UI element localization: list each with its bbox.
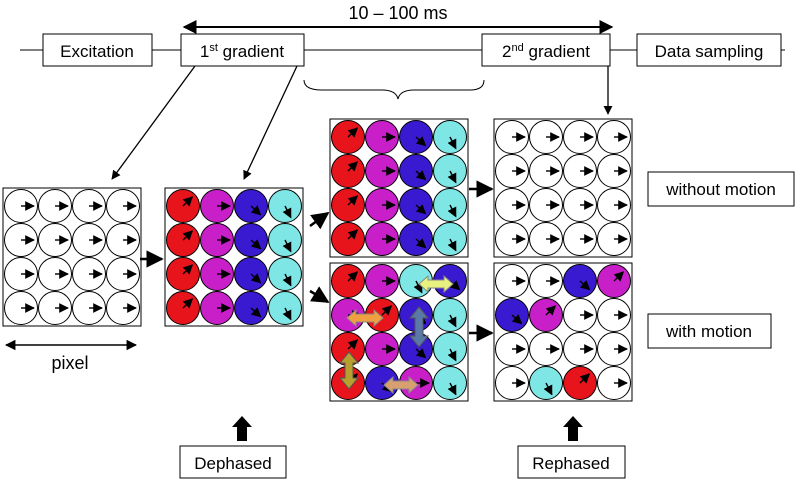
spin-vector <box>250 205 262 216</box>
motion-arrow-vertical-steel <box>408 306 430 348</box>
pixel-label: pixel <box>51 353 88 373</box>
spin-vector <box>347 161 359 172</box>
excitation-spin-grid <box>2 187 142 327</box>
spin-vector <box>381 305 393 316</box>
svg-text:Data sampling: Data sampling <box>655 42 764 61</box>
spin-vector <box>282 239 292 253</box>
spin-vector <box>511 314 523 325</box>
spin-vector <box>250 307 262 318</box>
spin-vector <box>282 273 292 287</box>
spin-vector <box>579 280 591 291</box>
dephased-box: Dephased <box>179 445 287 479</box>
rephased-moving-spin-grid <box>493 262 633 402</box>
spin-vector <box>415 238 427 249</box>
spin-vector <box>545 305 557 316</box>
spin-vector <box>447 136 457 150</box>
spin-vector <box>347 127 359 138</box>
timing-label: 10 – 100 ms <box>348 3 447 23</box>
motion-arrow-horizontal-yellow <box>418 274 454 294</box>
without-motion-box: without motion <box>647 171 795 207</box>
excitation-box: Excitation <box>42 33 153 67</box>
spin-vector <box>182 230 194 241</box>
spin-vector <box>282 307 292 321</box>
spin-vector <box>415 204 427 215</box>
spin-vector <box>447 348 457 362</box>
svg-text:2nd gradient: 2nd gradient <box>502 42 590 61</box>
second-gradient-box: 2nd gradient <box>481 33 611 67</box>
static-gradient2-spin-grid <box>329 118 469 258</box>
spin-vector <box>282 205 292 219</box>
motion-arrow-vertical-olive <box>338 351 360 390</box>
dephased-up-arrow <box>232 416 252 441</box>
spin-vector <box>250 273 262 284</box>
flow-arrow-to-moving <box>309 286 330 304</box>
rephased-static-spin-grid <box>493 118 633 258</box>
spin-vector <box>447 382 457 396</box>
spin-vector <box>447 204 457 218</box>
spin-vector <box>347 271 359 282</box>
flow-arrow-to-static <box>309 211 330 230</box>
svg-text:without motion: without motion <box>665 180 776 199</box>
spin-vector <box>447 238 457 252</box>
data-sampling-box: Data sampling <box>636 33 782 67</box>
spin-vector <box>250 239 262 250</box>
motion-arrow-horizontal-orange <box>346 308 384 328</box>
motion-arrow-horizontal-tan <box>383 375 419 395</box>
spin-vector <box>182 196 194 207</box>
rephased-box: Rephased <box>517 445 626 479</box>
spin-vector <box>347 195 359 206</box>
spin-vector <box>447 170 457 184</box>
spin-vector <box>415 170 427 181</box>
gradient1-pointer <box>243 65 298 180</box>
spin-vector <box>447 314 457 328</box>
interval-brace <box>303 79 485 100</box>
spin-vector <box>182 298 194 309</box>
spin-vector <box>415 348 427 359</box>
spin-vector <box>347 339 359 350</box>
svg-text:Dephased: Dephased <box>194 454 272 473</box>
rephased-up-arrow <box>563 416 583 441</box>
dephased-spin-grid <box>164 187 304 327</box>
with-motion-box: with motion <box>647 313 772 349</box>
spin-vector <box>182 264 194 275</box>
excitation-pointer <box>111 65 196 180</box>
motion-arrows <box>338 274 454 395</box>
spin-vector <box>613 271 625 282</box>
svg-text:Rephased: Rephased <box>532 454 610 473</box>
svg-text:1st gradient: 1st gradient <box>200 42 284 61</box>
spin-vector <box>543 382 553 396</box>
spin-vector <box>415 136 427 147</box>
spin-vector <box>579 373 591 384</box>
spin-vector <box>413 280 423 294</box>
svg-text:Excitation: Excitation <box>60 42 134 61</box>
spin-vector <box>347 229 359 240</box>
svg-text:with motion: with motion <box>665 322 752 341</box>
first-gradient-box: 1st gradient <box>180 33 305 67</box>
